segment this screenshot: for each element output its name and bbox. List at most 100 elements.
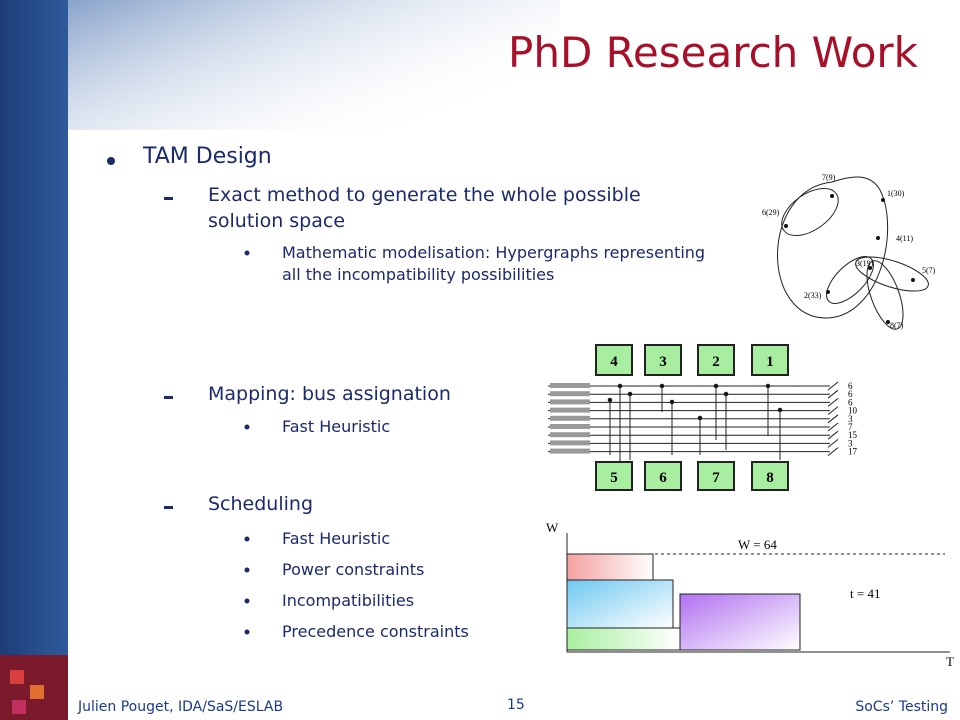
- sub-item: Fast Heuristic: [282, 529, 391, 548]
- sub-item: Precedence constraints: [282, 622, 469, 641]
- logo-square: [10, 670, 24, 684]
- core-label: 8: [766, 470, 774, 486]
- logo-square: [12, 700, 26, 714]
- bus-width: 3: [848, 438, 853, 448]
- bus-width: 15: [848, 430, 858, 440]
- footer-author: Julien Pouget, IDA/SaS/ESLAB: [78, 699, 284, 715]
- node-label: 6(29): [762, 208, 780, 217]
- width-label: W = 64: [738, 537, 777, 552]
- title: PhD Research Work: [508, 28, 918, 77]
- core-label: 2: [712, 354, 720, 370]
- core-label: 5: [610, 470, 618, 486]
- junction: [669, 399, 675, 405]
- hatch: [827, 430, 839, 440]
- bus-width: 6: [848, 381, 853, 391]
- node-label: 3(19): [856, 259, 874, 268]
- hatch: [827, 381, 839, 391]
- sub-item: Incompatibilities: [282, 591, 415, 610]
- schedule-block: [679, 593, 801, 651]
- junction: [659, 383, 665, 389]
- dash: [164, 197, 173, 200]
- core-box: [644, 344, 682, 376]
- bus-width: 10: [848, 406, 858, 416]
- node-label: 8(7): [890, 321, 904, 330]
- node-label: 5(7): [922, 266, 936, 275]
- instance-label: [550, 383, 590, 388]
- core-box: [697, 344, 735, 376]
- instance-label: [550, 448, 590, 454]
- instance-label: [550, 407, 590, 413]
- schedule-block: [566, 627, 681, 651]
- node-label: 4(11): [896, 234, 913, 243]
- item-heading: Exact method to generate the whole possi…: [208, 184, 641, 232]
- junction: [627, 391, 633, 397]
- hatch: [827, 422, 839, 432]
- node-label: 7(9): [822, 173, 836, 182]
- core-box: [644, 461, 682, 491]
- hypergraph: [777, 176, 929, 330]
- junction: [777, 407, 783, 413]
- core-box: [595, 461, 633, 491]
- logo-square: [30, 685, 44, 699]
- hatch: [827, 398, 839, 407]
- core-label: 3: [659, 354, 667, 370]
- hatch: [827, 389, 839, 399]
- bullet-dot: [107, 157, 115, 165]
- footer-topic: SoCs’ Testing: [855, 699, 948, 715]
- core-label: 7: [712, 470, 720, 486]
- instance-label: [550, 424, 590, 429]
- schedule: W T W = 64 t = 41: [546, 520, 954, 669]
- sub-item: Fast Heuristic: [282, 417, 391, 436]
- node-label: 1(30): [887, 189, 905, 198]
- side-strip: [0, 0, 68, 720]
- bus-width: 17: [848, 447, 858, 457]
- axis-label: W: [546, 520, 559, 535]
- dash: [164, 396, 173, 399]
- item-heading: Mapping: bus assignation: [208, 383, 451, 405]
- time-label: t = 41: [850, 586, 880, 601]
- instance-label: [550, 432, 590, 438]
- hatch: [827, 406, 839, 415]
- junction: [765, 383, 771, 389]
- bus-width: 6: [848, 389, 853, 399]
- core-label: 6: [659, 470, 667, 486]
- bus-width: 6: [848, 397, 853, 407]
- junction: [607, 397, 613, 403]
- junction: [713, 383, 719, 389]
- node-label: 2(33): [804, 291, 822, 300]
- core-box: [697, 461, 735, 491]
- core-box: [751, 344, 789, 376]
- schedule-block: [566, 579, 674, 629]
- junction: [723, 391, 729, 397]
- instance-label: [550, 415, 590, 421]
- junction: [617, 383, 623, 389]
- core-label: 4: [610, 354, 618, 370]
- junction: [697, 415, 703, 421]
- instance-label: [550, 391, 590, 397]
- instance-label: [550, 440, 590, 446]
- bullet: TAM Design: [143, 144, 272, 169]
- hatch: [827, 414, 839, 424]
- schedule-block: [566, 553, 654, 581]
- axis-label: T: [946, 654, 954, 669]
- core-box: [751, 461, 789, 491]
- instance-label: [550, 399, 590, 405]
- page-number: 15: [507, 697, 525, 713]
- item-heading: Scheduling: [208, 493, 314, 515]
- hatch: [827, 439, 839, 448]
- bus-width: 7: [848, 422, 853, 432]
- sub-item: Power constraints: [282, 560, 425, 579]
- sub-bullets: [244, 250, 250, 635]
- core-label: 1: [766, 354, 774, 370]
- dash: [164, 506, 173, 509]
- hypergraph-nodes: [784, 194, 915, 324]
- bus-width: 3: [848, 414, 853, 424]
- sub-item: Mathematic modelisation: Hypergraphs rep…: [282, 243, 706, 284]
- hatch: [827, 447, 839, 456]
- header-texture: [0, 0, 560, 130]
- core-box: [595, 344, 633, 376]
